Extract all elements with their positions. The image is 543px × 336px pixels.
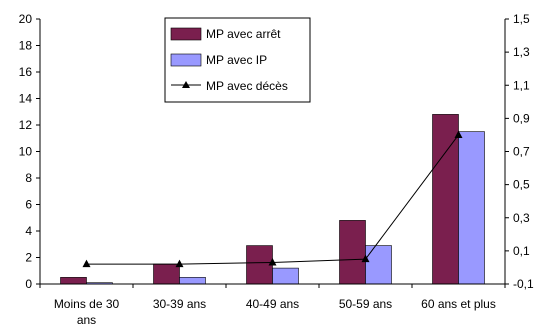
right-tick-label-0: -0,1 <box>513 277 534 291</box>
right-tick-label-4: 0,7 <box>513 145 530 159</box>
legend-marker-deces <box>182 81 190 88</box>
right-tick-label-5: 0,9 <box>513 111 530 125</box>
left-tick-label-9: 18 <box>19 39 33 53</box>
bar-arret-4 <box>432 114 459 285</box>
left-axis: 0 2 4 6 8 10 12 14 16 18 20 <box>19 12 41 291</box>
bar-arret-2 <box>246 245 273 285</box>
plot-area <box>60 114 485 285</box>
x-category-label-1: 30-39 ans <box>153 297 206 311</box>
bar-ip-2 <box>272 267 299 285</box>
legend-label-ip: MP avec IP <box>206 53 267 67</box>
right-tick-label-6: 1,1 <box>513 78 530 92</box>
right-tick-label-3: 0,5 <box>513 178 530 192</box>
marker-deces-0 <box>82 259 91 268</box>
marker-deces-3 <box>361 254 370 263</box>
left-tick-label-2: 4 <box>25 224 32 238</box>
bar-ip-3 <box>365 245 392 285</box>
legend-label-deces: MP avec décès <box>206 79 288 93</box>
left-tick-label-0: 0 <box>25 277 32 291</box>
x-category-label-line: ans <box>77 313 96 327</box>
left-tick-label-6: 12 <box>19 118 33 132</box>
marker-deces-1 <box>175 259 184 268</box>
right-tick-label-8: 1,5 <box>513 12 530 26</box>
left-tick-label-5: 10 <box>19 145 33 159</box>
marker-deces-2 <box>268 257 277 266</box>
bar-ip-4 <box>458 131 485 285</box>
line-deces <box>86 134 459 265</box>
x-category-label-4: 60 ans et plus <box>421 297 496 311</box>
left-tick-label-3: 6 <box>25 198 32 212</box>
bar-ip-1 <box>179 277 206 285</box>
bar-arret-0 <box>60 277 87 285</box>
x-category-label-line: Moins de 30 <box>54 297 120 311</box>
right-tick-label-7: 1,3 <box>513 45 530 59</box>
legend-swatch-ip <box>170 53 202 67</box>
x-axis: Moins de 30 ans 30-39 ans 40-49 ans 50-59 an… <box>39 283 506 327</box>
right-axis: -0,1 0,1 0,3 0,5 0,7 0,9 1,1 1,3 1,5 <box>504 12 534 291</box>
bar-arret-3 <box>339 220 366 285</box>
x-category-label-3: 50-59 ans <box>339 297 392 311</box>
right-tick-label-2: 0,3 <box>513 211 530 225</box>
left-tick-label-4: 8 <box>25 171 32 185</box>
legend: MP avec arrêt MP avec IP MP avec décès <box>164 17 311 103</box>
marker-deces-4 <box>454 130 463 138</box>
legend-label-arret: MP avec arrêt <box>206 27 281 41</box>
left-tick-label-7: 14 <box>19 92 33 106</box>
x-category-label-2: 40-49 ans <box>246 297 299 311</box>
x-category-label-0: Moins de 30 ans <box>54 297 120 327</box>
left-tick-label-8: 16 <box>19 65 33 79</box>
right-tick-label-1: 0,1 <box>513 244 530 258</box>
legend-swatch-arret <box>170 27 202 41</box>
left-tick-label-10: 20 <box>19 12 33 26</box>
left-tick-label-1: 2 <box>25 251 32 265</box>
